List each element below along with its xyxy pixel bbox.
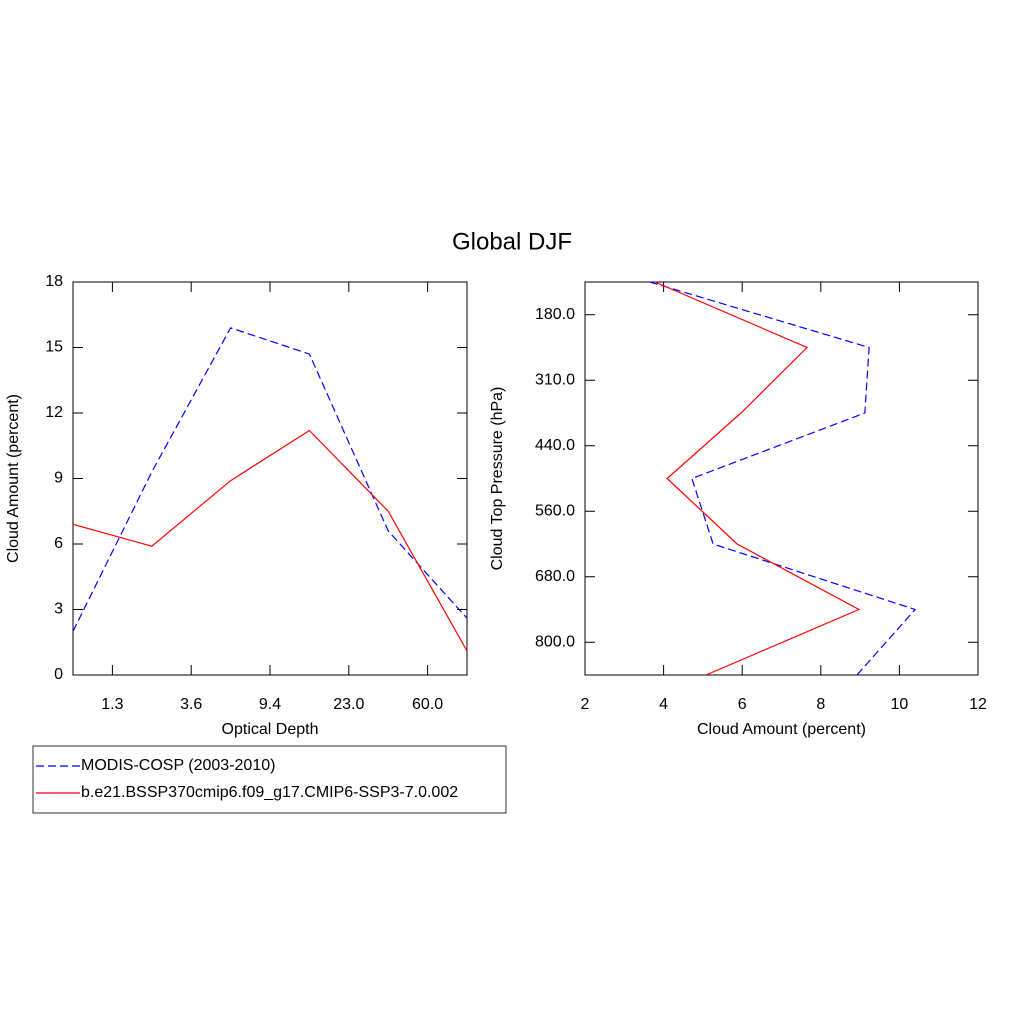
x-tick-label: 6: [738, 696, 747, 713]
x-tick-label: 23.0: [333, 696, 364, 713]
series-line: [72, 429, 468, 652]
x-tick-label: 3.6: [180, 696, 202, 713]
y-axis-label: Cloud Top Pressure (hPa): [489, 387, 506, 571]
x-tick-label: 1.3: [101, 696, 123, 713]
y-axis-label: Cloud Amount (percent): [5, 394, 22, 563]
x-axis-label: Optical Depth: [222, 721, 319, 738]
x-tick-label: 2: [581, 696, 590, 713]
series-line: [649, 281, 917, 676]
legend-label: MODIS-COSP (2003-2010): [81, 757, 275, 774]
x-tick-label: 4: [659, 696, 668, 713]
y-tick-label: 15: [45, 339, 63, 356]
legend-label: b.e21.BSSP370cmip6.f09_g17.CMIP6-SSP3-7.…: [81, 784, 458, 801]
figure-title: Global DJF: [452, 228, 572, 255]
legend-box: [32, 745, 507, 814]
y-tick-label: 3: [54, 601, 63, 618]
y-tick-label: 0: [54, 666, 63, 683]
x-tick-label: 60.0: [412, 696, 443, 713]
y-tick-label: 800.0: [535, 633, 575, 650]
x-tick-label: 12: [969, 696, 987, 713]
y-tick-label: 9: [54, 470, 63, 487]
x-axis-label: Cloud Amount (percent): [697, 721, 866, 738]
x-tick-label: 10: [891, 696, 909, 713]
x-tick-label: 9.4: [259, 696, 281, 713]
y-tick-label: 560.0: [535, 502, 575, 519]
y-tick-label: 180.0: [535, 306, 575, 323]
series-line: [654, 281, 861, 676]
y-tick-label: 440.0: [535, 437, 575, 454]
plot-frame: [584, 281, 979, 676]
y-tick-label: 6: [54, 535, 63, 552]
y-tick-label: 680.0: [535, 568, 575, 585]
y-tick-label: 18: [45, 273, 63, 290]
y-tick-label: 12: [45, 404, 63, 421]
plot-frame: [72, 281, 468, 676]
x-tick-label: 8: [816, 696, 825, 713]
series-line: [72, 327, 468, 632]
y-tick-label: 310.0: [535, 371, 575, 388]
